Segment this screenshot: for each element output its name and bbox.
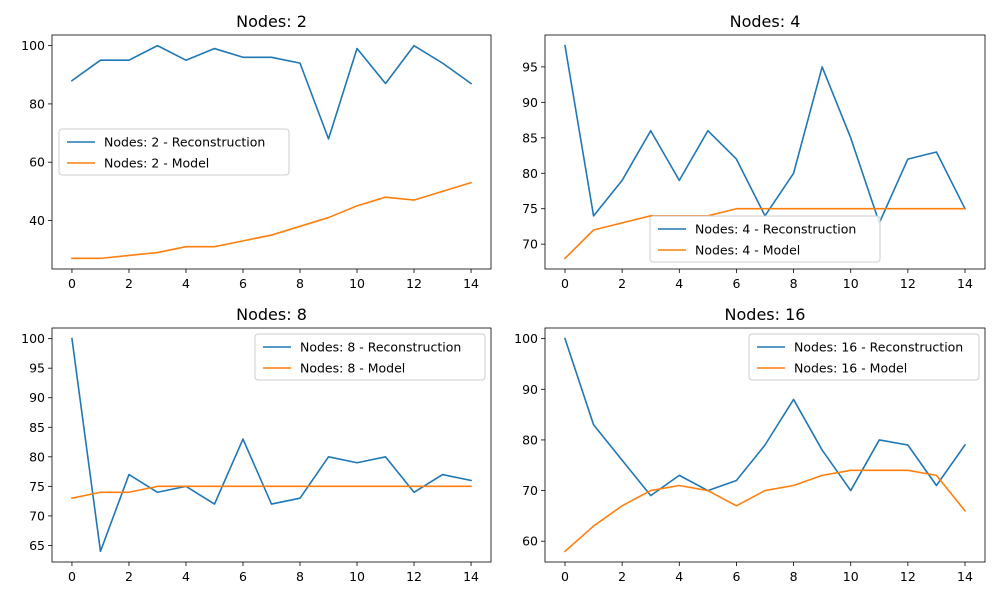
plot-frame (544, 34, 986, 270)
legend-label: Nodes: 2 - Model (104, 156, 209, 171)
chart-panel-3: Nodes: 8 0 2 4 6 8 10 12 14 65 70 75 80 85 90 95 100 Node… (21, 305, 492, 584)
x-tick-label: 14 (463, 276, 479, 291)
series-line-model (71, 485, 472, 500)
x-tick-label: 4 (182, 569, 190, 584)
x-tick-label: 6 (732, 569, 740, 584)
x-tick-label: 4 (182, 276, 190, 291)
series-line-reconstruction (70, 44, 473, 140)
x-tick-label: 6 (239, 276, 247, 291)
y-tick-label: 80 (29, 96, 45, 111)
x-tick-label: 4 (675, 276, 683, 291)
y-tick-label: 60 (29, 155, 45, 170)
y-tick-label: 70 (522, 237, 538, 252)
x-tick-label: 2 (125, 276, 133, 291)
x-tick-label: 8 (296, 276, 304, 291)
y-tick-label: 40 (29, 213, 45, 228)
x-tick-label: 0 (561, 276, 569, 291)
y-tick-label: 75 (522, 201, 538, 216)
legend-label: Nodes: 16 - Model (794, 361, 907, 376)
chart-title: Nodes: 2 (236, 12, 307, 31)
x-tick-label: 0 (68, 276, 76, 291)
y-tick-label: 90 (522, 382, 538, 397)
y-tick-label: 70 (522, 483, 538, 498)
x-tick-label: 14 (463, 569, 479, 584)
series-line-model (563, 207, 966, 260)
legend-label: Nodes: 8 - Model (300, 361, 405, 376)
x-tick-label: 10 (349, 276, 365, 291)
series-line-model (563, 469, 967, 553)
y-tick-label: 80 (522, 166, 538, 181)
y-tick-label: 95 (522, 59, 538, 74)
y-tick-label: 90 (522, 95, 538, 110)
legend: Nodes: 8 - Reconstruction Nodes: 8 - Mode… (254, 333, 486, 381)
chart-title: Nodes: 16 (725, 305, 806, 324)
y-tick-label: 80 (29, 449, 45, 464)
y-tick-label: 70 (29, 508, 45, 523)
x-tick-label: 12 (406, 569, 422, 584)
x-tick-label: 6 (239, 569, 247, 584)
y-tick-label: 85 (29, 420, 45, 435)
y-tick-label: 90 (29, 390, 45, 405)
legend-label: Nodes: 16 - Reconstruction (794, 340, 963, 355)
y-tick-label: 95 (29, 361, 45, 376)
legend-box (649, 215, 881, 263)
x-tick-label: 14 (957, 569, 973, 584)
x-tick-label: 0 (68, 569, 76, 584)
x-tick-label: 8 (296, 569, 304, 584)
x-tick-label: 14 (957, 276, 973, 291)
legend-label: Nodes: 8 - Reconstruction (300, 340, 461, 355)
chart-panel-1: Nodes: 2 0 2 4 6 8 10 12 14 40 60 80 100 Nodes: 2 - R… (21, 12, 492, 291)
y-tick-label: 60 (522, 534, 538, 549)
x-tick-label: 12 (900, 569, 916, 584)
series-line-reconstruction (563, 337, 967, 497)
x-tick-label: 8 (790, 276, 798, 291)
x-tick-label: 4 (675, 569, 683, 584)
y-tick-label: 100 (514, 331, 538, 346)
y-tick-label: 100 (21, 331, 45, 346)
series-line-reconstruction (71, 337, 472, 553)
x-tick-label: 2 (125, 569, 133, 584)
chart-title: Nodes: 8 (236, 305, 307, 324)
chart-panel-4: Nodes: 16 0 2 4 6 8 10 12 14 60 70 80 90 100 Nodes: 16… (514, 305, 986, 584)
x-tick-label: 2 (618, 276, 626, 291)
y-tick-label: 100 (21, 38, 45, 53)
chart-panel-2: Nodes: 4 0 2 4 6 8 10 12 14 70 75 80 85 90 95 Nodes: 4 … (522, 12, 986, 291)
x-tick-label: 10 (843, 276, 859, 291)
x-tick-label: 8 (790, 569, 798, 584)
x-tick-label: 12 (900, 276, 916, 291)
legend: Nodes: 2 - Reconstruction Nodes: 2 - Mode… (58, 128, 290, 176)
x-tick-label: 6 (732, 276, 740, 291)
plot-frame (51, 327, 492, 563)
y-tick-label: 75 (29, 479, 45, 494)
legend-box (254, 333, 486, 381)
x-tick-label: 10 (349, 569, 365, 584)
plot-frame (544, 327, 986, 563)
x-tick-label: 12 (406, 276, 422, 291)
legend-box (748, 333, 980, 381)
x-tick-label: 10 (843, 569, 859, 584)
legend-label: Nodes: 4 - Model (695, 243, 800, 258)
y-tick-label: 65 (29, 538, 45, 553)
legend: Nodes: 16 - Reconstruction Nodes: 16 - Mo… (748, 333, 980, 381)
series-line-model (71, 181, 473, 260)
y-tick-label: 80 (522, 432, 538, 447)
legend: Nodes: 4 - Reconstruction Nodes: 4 - Mode… (649, 215, 881, 263)
legend-box (58, 128, 290, 176)
legend-label: Nodes: 4 - Reconstruction (695, 222, 856, 237)
x-tick-label: 0 (561, 569, 569, 584)
plot-frame (51, 34, 492, 270)
x-tick-label: 2 (618, 569, 626, 584)
legend-label: Nodes: 2 - Reconstruction (104, 135, 265, 150)
y-tick-label: 85 (522, 130, 538, 145)
chart-title: Nodes: 4 (730, 12, 801, 31)
